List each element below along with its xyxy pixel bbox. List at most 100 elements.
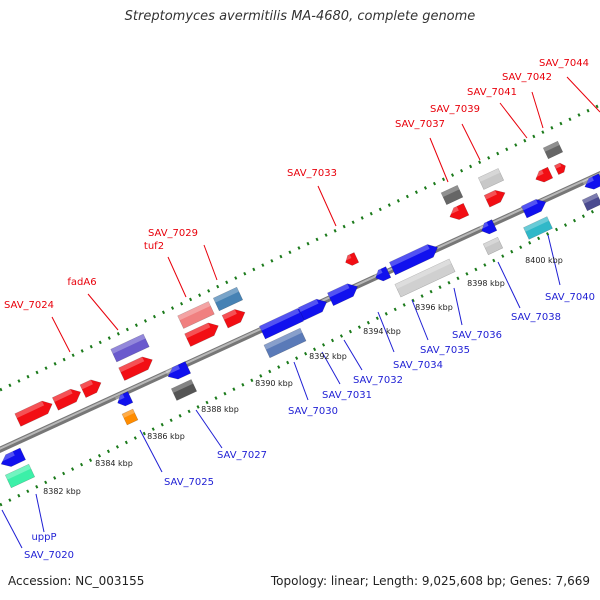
gene-red (483, 190, 506, 208)
gene-sav7033 (343, 252, 360, 266)
bottom-strand-track (0, 206, 600, 507)
leader-line-top (203, 244, 218, 281)
kbp-tick-label: 8396 kbp (415, 303, 453, 312)
gene-sav7030 (263, 327, 307, 359)
leader-line-top (317, 185, 337, 227)
page-title: Streptomyces avermitilis MA-4680, comple… (124, 9, 476, 24)
leader-line-bottom (293, 361, 309, 401)
gene-sav7041 (533, 166, 554, 183)
leader-line-bottom (1, 509, 23, 549)
gene-blue (327, 283, 358, 307)
top-gene-label: SAV_7042 (502, 72, 552, 83)
kbp-tick-label: 8382 kbp (43, 487, 81, 496)
leader-line-bottom (547, 234, 561, 286)
gene-blue (115, 391, 134, 407)
gene-red (447, 202, 470, 220)
gene-blue (582, 173, 600, 190)
gene-tuf2 (177, 301, 215, 329)
bottom-gene-label: SAV_7032 (353, 375, 403, 386)
gene-sav7032 (394, 258, 456, 298)
leader-line-bottom (35, 493, 45, 533)
kbp-tick-label: 8386 kbp (147, 432, 185, 441)
gene-blue (298, 298, 328, 321)
leader-line-bottom (195, 409, 223, 449)
leader-line-bottom (139, 429, 163, 473)
bottom-gene-label: SAV_7020 (24, 550, 74, 561)
gene-sav7037 (440, 184, 464, 206)
top-strand-track (0, 103, 600, 392)
bottom-gene-label: SAV_7034 (393, 360, 443, 371)
gene-red (14, 400, 53, 427)
leader-line-top (499, 102, 528, 139)
bottom-strand-genes (4, 192, 600, 489)
kbp-tick-label: 8400 kbp (525, 256, 563, 265)
gene-sav7029 (212, 286, 244, 312)
gene-sav7027 (170, 379, 198, 401)
genome-summary: Topology: linear; Length: 9,025,608 bp; … (270, 574, 590, 588)
top-gene-label: SAV_7037 (395, 119, 445, 130)
gene-blue (389, 244, 438, 276)
gene-sav7025 (121, 408, 139, 426)
top-gene-label: SAV_7039 (430, 104, 480, 115)
gene-sav7040 (581, 192, 600, 212)
bottom-gene-label: SAV_7030 (288, 406, 338, 417)
gene-red (52, 388, 82, 411)
leader-line-top (87, 293, 119, 331)
bottom-gene-label: SAV_7027 (217, 450, 267, 461)
gene-blue (373, 266, 392, 282)
bottom-gene-label: SAV_7035 (420, 345, 470, 356)
top-gene-label: fadA6 (67, 277, 96, 288)
top-gene-label: SAV_7033 (287, 168, 337, 179)
top-gene-label: SAV_7041 (467, 87, 517, 98)
gene-red (554, 162, 566, 175)
leader-line-bottom (377, 311, 395, 353)
bottom-gene-label: SAV_7040 (545, 292, 595, 303)
bottom-gene-label: SAV_7031 (322, 390, 372, 401)
kbp-tick-label: 8394 kbp (363, 327, 401, 336)
top-gene-label: SAV_7024 (4, 300, 54, 311)
leader-line-top (461, 123, 481, 161)
leader-line-bottom (343, 339, 363, 371)
top-gene-label: SAV_7044 (539, 58, 589, 69)
gene-sav7042 (542, 140, 564, 160)
bottom-gene-label: SAV_7036 (452, 330, 502, 341)
leader-line-bottom (453, 287, 463, 326)
gene-labels: SAV_7024 fadA6 tuf2 SAV_7029 SAV_7033 SAV_703… (4, 58, 595, 561)
gene-sav7039 (477, 168, 505, 190)
top-strand-genes (14, 140, 566, 427)
gene-red (221, 309, 246, 329)
bottom-gene-label: SAV_7025 (164, 477, 214, 488)
gene-fada6 (110, 333, 150, 363)
middle-track-genes (0, 173, 600, 467)
label-leader-lines (1, 76, 600, 549)
gene-red (184, 322, 219, 347)
gene-red (118, 356, 153, 381)
leader-line-bottom (497, 261, 521, 309)
leader-line-top (429, 137, 449, 183)
leader-line-top (51, 316, 71, 353)
leader-line-bottom (411, 299, 429, 341)
top-gene-label: SAV_7029 (148, 228, 198, 239)
gene-red (79, 379, 102, 398)
leader-line-top (531, 91, 544, 129)
kbp-tick-label: 8398 kbp (467, 279, 505, 288)
gene-sav7036 (482, 236, 504, 256)
top-gene-label: tuf2 (144, 241, 164, 252)
gene-sav7038 (523, 216, 553, 240)
leader-line-top (566, 76, 600, 113)
kbp-tick-label: 8390 kbp (255, 379, 293, 388)
bottom-gene-label: SAV_7038 (511, 312, 561, 323)
leader-line-bottom (321, 351, 341, 385)
kbp-tick-label: 8388 kbp (201, 405, 239, 414)
kbp-tick-label: 8384 kbp (95, 459, 133, 468)
gene-blue (521, 199, 547, 219)
gene-uppp (4, 463, 36, 489)
gene-blue (0, 447, 26, 467)
gene-blue (165, 361, 192, 380)
leader-line-top (167, 256, 187, 298)
gene-blue (479, 219, 498, 235)
bottom-gene-label: uppP (31, 532, 56, 543)
kbp-tick-label: 8392 kbp (309, 352, 347, 361)
accession-text: Accession: NC_003155 (8, 574, 145, 588)
